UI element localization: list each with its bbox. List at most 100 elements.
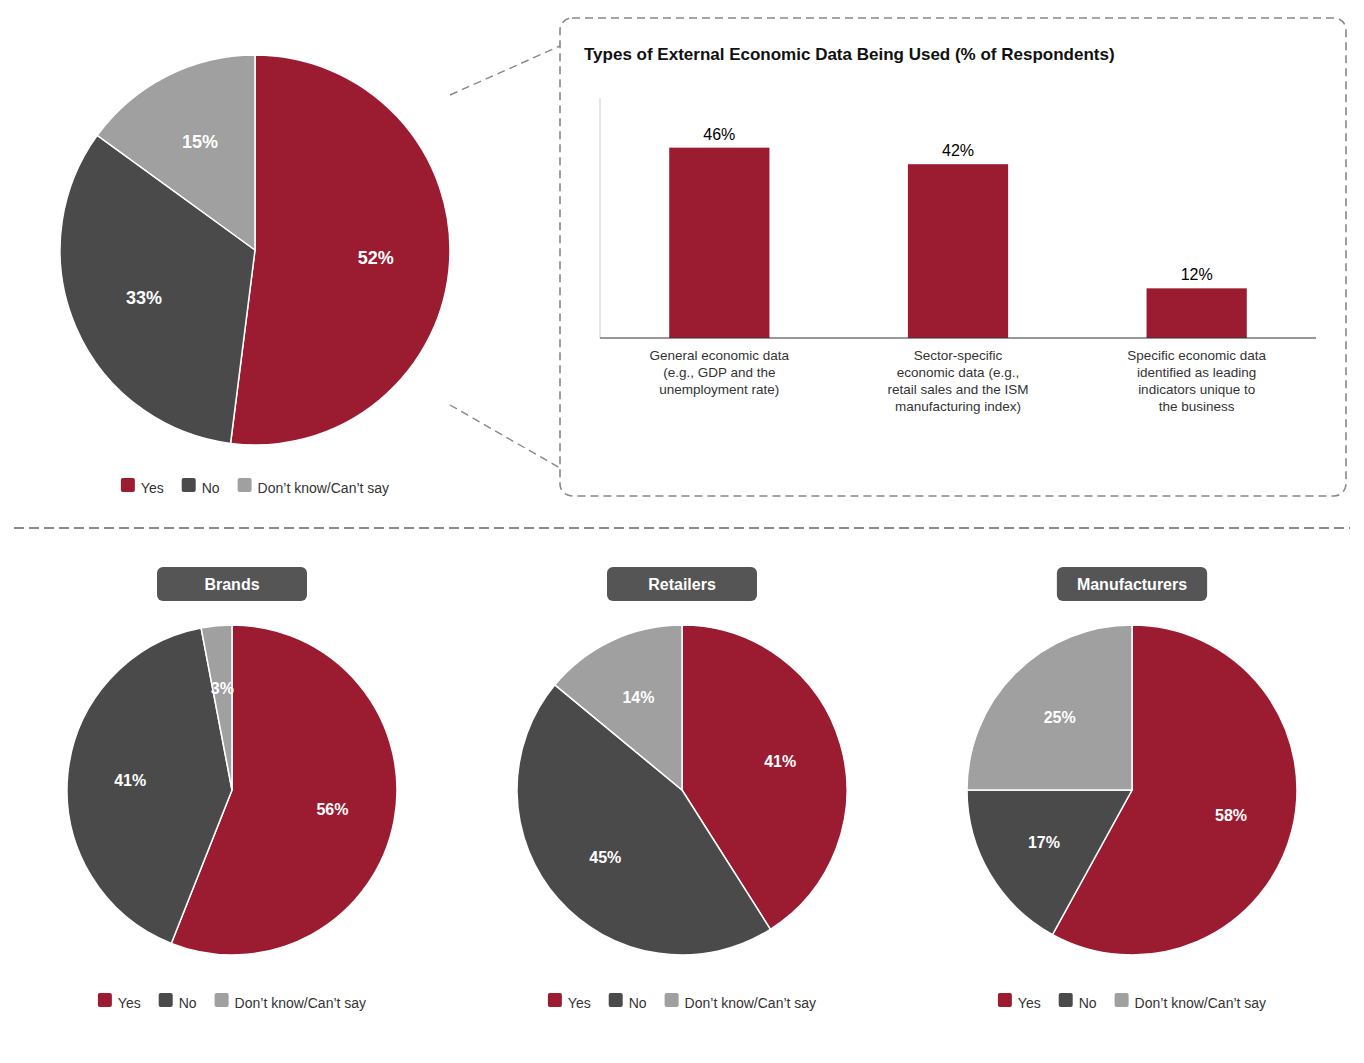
legend-label: Yes	[118, 995, 141, 1011]
legend-label: Yes	[1018, 995, 1041, 1011]
title: Manufacturers	[1077, 576, 1187, 593]
title-box	[607, 567, 757, 601]
figure: 52% 33% 15% Yes No Don’t know/Can’t say Types …	[0, 0, 1364, 1063]
legend-label: No	[1079, 995, 1097, 1011]
legend-item: Yes	[98, 993, 141, 1011]
legend-label: Yes	[141, 480, 164, 496]
pie-chart: 41% 45% 14% Retailers Yes No Don’t know/Can’t …	[517, 567, 847, 1011]
data-label: 3%	[211, 680, 234, 697]
data-label: 14%	[622, 689, 654, 706]
legend-item: No	[159, 993, 197, 1011]
legend: Yes No Don’t know/Can’t say	[98, 993, 366, 1011]
legend-item: Don’t know/Can’t say	[215, 993, 367, 1011]
x-tick-labels: General economic data (e.g., GDP and the u…	[650, 348, 1267, 414]
x-tick-label: Specific economic data identified as lead…	[1127, 348, 1266, 414]
pie-slice	[97, 55, 255, 250]
legend-item: No	[1059, 993, 1097, 1011]
connector-line	[450, 405, 560, 468]
legend-swatch	[121, 478, 135, 492]
legend-label: Don’t know/Can’t say	[1135, 995, 1267, 1011]
pie-slice	[555, 625, 682, 790]
x-tick-label-line: (e.g., GDP and the	[663, 365, 775, 380]
legend-item: No	[182, 478, 220, 496]
title-box	[1057, 567, 1207, 601]
legend-item: Yes	[998, 993, 1041, 1011]
legend-label: Don’t know/Can’t say	[685, 995, 817, 1011]
x-tick-label-line: Specific economic data	[1127, 348, 1266, 363]
legend-item: Don’t know/Can’t say	[238, 478, 390, 496]
bar-chart: Types of External Economic Data Being Us…	[584, 45, 1316, 414]
connector-line	[450, 46, 560, 95]
pie-title: Manufacturers	[1057, 567, 1207, 601]
slice-labels: 58% 17% 25%	[1028, 709, 1247, 850]
legend-swatch	[548, 993, 562, 1007]
legend-item: Don’t know/Can’t say	[665, 993, 817, 1011]
title-box	[157, 567, 307, 601]
data-label: 25%	[1044, 709, 1076, 726]
data-label: 45%	[589, 849, 621, 866]
y-axis-line	[600, 98, 601, 338]
legend-swatch	[1059, 993, 1073, 1007]
pie-slice	[201, 625, 232, 790]
x-tick-label-line: unemployment rate)	[659, 382, 779, 397]
data-label: 17%	[1028, 834, 1060, 851]
data-label: 56%	[316, 801, 348, 818]
legend-label: Don’t know/Can’t say	[235, 995, 367, 1011]
slice-labels: 41% 45% 14%	[589, 689, 796, 866]
x-tick-label-line: Sector-specific	[914, 348, 1003, 363]
x-tick-label: General economic data (e.g., GDP and the u…	[650, 348, 790, 397]
slice-labels: 52% 33% 15%	[126, 132, 394, 308]
data-label: 33%	[126, 288, 162, 308]
legend-item: Don’t know/Can’t say	[1115, 993, 1267, 1011]
bars	[669, 148, 1247, 338]
data-label: 41%	[114, 772, 146, 789]
data-label: 15%	[182, 132, 218, 152]
pie-title: Retailers	[607, 567, 757, 601]
title: Brands	[204, 576, 259, 593]
legend-label: Don’t know/Can’t say	[258, 480, 390, 496]
x-axis-line	[600, 337, 1316, 338]
pie-title: Brands	[157, 567, 307, 601]
pie-chart: 56% 41% 3% Brands Yes No Don’t know/Can’t say	[67, 567, 397, 1011]
section-divider	[14, 527, 1350, 529]
legend-label: No	[179, 995, 197, 1011]
data-label: 41%	[764, 753, 796, 770]
chart-title: Types of External Economic Data Being Us…	[584, 45, 1115, 64]
bar	[908, 164, 1008, 338]
legend-swatch	[609, 993, 623, 1007]
pie-slice	[231, 55, 450, 445]
pie-chart: 58% 17% 25% Manufacturers Yes No Don’t know/Ca…	[967, 567, 1297, 1011]
pie-chart: 52% 33% 15% Yes No Don’t know/Can’t say	[60, 55, 450, 496]
legend-swatch	[998, 993, 1012, 1007]
bar	[1147, 288, 1247, 338]
slices	[517, 625, 847, 955]
legend-swatch	[215, 993, 229, 1007]
legend: Yes No Don’t know/Can’t say	[548, 993, 816, 1011]
legend-label: No	[202, 480, 220, 496]
slices	[67, 625, 397, 955]
legend-swatch	[1115, 993, 1129, 1007]
legend: Yes No Don’t know/Can’t say	[998, 993, 1266, 1011]
x-tick-label-line: manufacturing index)	[895, 399, 1021, 414]
pie-slice	[967, 790, 1132, 935]
x-tick-label-line: retail sales and the ISM	[887, 382, 1028, 397]
legend-swatch	[665, 993, 679, 1007]
legend-label: Yes	[568, 995, 591, 1011]
data-label: 46%	[703, 126, 735, 143]
legend-swatch	[98, 993, 112, 1007]
legend-item: No	[609, 993, 647, 1011]
legend-swatch	[238, 478, 252, 492]
legend-label: No	[629, 995, 647, 1011]
slices	[967, 625, 1297, 955]
data-label: 58%	[1215, 807, 1247, 824]
x-tick-label-line: identified as leading	[1137, 365, 1256, 380]
x-tick-label-line: the business	[1159, 399, 1235, 414]
background	[0, 0, 1364, 1063]
slice-labels: 56% 41% 3%	[114, 680, 348, 818]
x-tick-label-line: General economic data	[650, 348, 790, 363]
legend-swatch	[159, 993, 173, 1007]
data-label: 52%	[358, 248, 394, 268]
pie-slice	[967, 625, 1132, 790]
x-tick-label: Sector-specificeconomic data (e.g.,retai…	[887, 348, 1028, 414]
bar	[669, 148, 769, 338]
